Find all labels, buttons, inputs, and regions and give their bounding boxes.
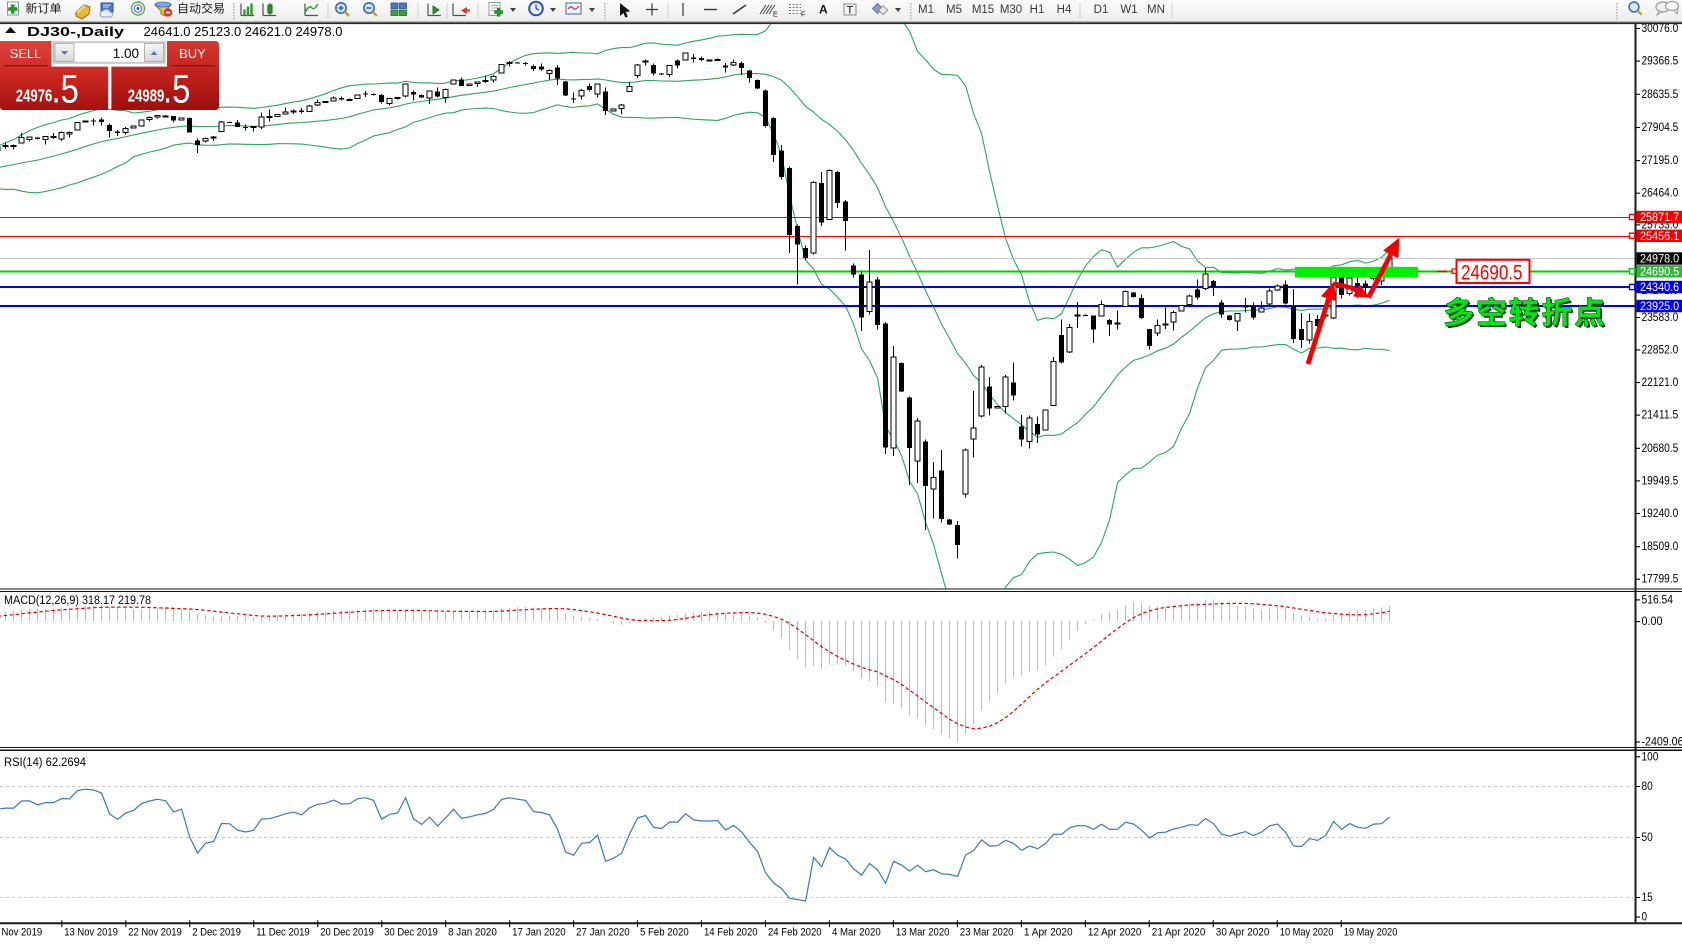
svg-text:15: 15 bbox=[1642, 892, 1653, 904]
svg-text:20680.5: 20680.5 bbox=[1642, 443, 1679, 455]
svg-text:29366.5: 29366.5 bbox=[1642, 56, 1679, 68]
svg-text:17799.5: 17799.5 bbox=[1642, 574, 1679, 586]
svg-text:T: T bbox=[847, 5, 854, 17]
svg-text:11 Dec 2019: 11 Dec 2019 bbox=[256, 927, 310, 939]
svg-text:50: 50 bbox=[1642, 832, 1653, 844]
svg-text:M5: M5 bbox=[946, 4, 962, 16]
svg-text:M30: M30 bbox=[1000, 4, 1022, 16]
svg-text:22852.0: 22852.0 bbox=[1642, 344, 1679, 356]
svg-text:10 May 2020: 10 May 2020 bbox=[1280, 927, 1334, 939]
svg-text:E: E bbox=[773, 12, 778, 19]
svg-text:24690.5: 24690.5 bbox=[1640, 266, 1679, 278]
svg-text:4 Nov 2019: 4 Nov 2019 bbox=[0, 927, 42, 939]
svg-text:23583.0: 23583.0 bbox=[1642, 312, 1679, 324]
svg-text:23 Mar 2020: 23 Mar 2020 bbox=[960, 927, 1014, 939]
svg-text:D1: D1 bbox=[1094, 4, 1109, 16]
svg-text:24 Feb 2020: 24 Feb 2020 bbox=[768, 927, 822, 939]
svg-text:19949.5: 19949.5 bbox=[1642, 475, 1679, 487]
svg-text:H1: H1 bbox=[1030, 4, 1045, 16]
svg-text:F: F bbox=[801, 12, 805, 19]
svg-text:516.54: 516.54 bbox=[1642, 594, 1674, 606]
svg-text:8 Jan 2020: 8 Jan 2020 bbox=[448, 927, 497, 939]
svg-text:RSI(14) 62.2694: RSI(14) 62.2694 bbox=[4, 757, 87, 769]
svg-text:21 Apr 2020: 21 Apr 2020 bbox=[1152, 927, 1206, 939]
svg-text:26464.0: 26464.0 bbox=[1642, 188, 1679, 200]
svg-text:24978.0: 24978.0 bbox=[1640, 254, 1679, 266]
svg-text:24989: 24989 bbox=[128, 87, 165, 106]
svg-text:25456.1: 25456.1 bbox=[1640, 231, 1679, 243]
svg-text:-2409.06: -2409.06 bbox=[1642, 737, 1682, 749]
svg-text:M1: M1 bbox=[918, 4, 934, 16]
svg-text:1.00: 1.00 bbox=[113, 46, 139, 61]
svg-text:13 Mar 2020: 13 Mar 2020 bbox=[896, 927, 950, 939]
svg-text:1 Apr 2020: 1 Apr 2020 bbox=[1024, 927, 1073, 939]
svg-text:SELL: SELL bbox=[10, 46, 42, 61]
svg-text:H4: H4 bbox=[1057, 4, 1072, 16]
svg-text:BUY: BUY bbox=[179, 46, 206, 61]
svg-text:.5: .5 bbox=[52, 66, 79, 111]
svg-text:21411.5: 21411.5 bbox=[1642, 410, 1679, 422]
svg-text:17 Jan 2020: 17 Jan 2020 bbox=[512, 927, 566, 939]
svg-text:28635.5: 28635.5 bbox=[1642, 89, 1679, 101]
svg-text:14 Feb 2020: 14 Feb 2020 bbox=[704, 927, 758, 939]
svg-text:19240.0: 19240.0 bbox=[1642, 508, 1679, 520]
svg-text:30076.0: 30076.0 bbox=[1642, 23, 1679, 35]
svg-text:27904.5: 27904.5 bbox=[1642, 122, 1679, 134]
svg-text:A: A bbox=[819, 3, 828, 17]
svg-text:2 Dec 2019: 2 Dec 2019 bbox=[192, 927, 241, 939]
svg-text:24641.0 25123.0 24621.0 24978.: 24641.0 25123.0 24621.0 24978.0 bbox=[144, 25, 343, 39]
svg-text:27 Jan 2020: 27 Jan 2020 bbox=[576, 927, 630, 939]
svg-text:13 Nov 2019: 13 Nov 2019 bbox=[64, 927, 118, 939]
svg-text:MACD(12,26,9) 318.17 219.78: MACD(12,26,9) 318.17 219.78 bbox=[4, 595, 151, 607]
svg-text:.5: .5 bbox=[163, 66, 190, 111]
svg-text:DJ30-,Daily: DJ30-,Daily bbox=[27, 24, 125, 39]
svg-text:0.00: 0.00 bbox=[1642, 616, 1663, 628]
svg-text:4 Mar 2020: 4 Mar 2020 bbox=[832, 927, 881, 939]
svg-text:M15: M15 bbox=[972, 4, 994, 16]
svg-text:80: 80 bbox=[1642, 781, 1653, 793]
svg-text:22 Nov 2019: 22 Nov 2019 bbox=[128, 927, 182, 939]
svg-text:30 Apr 2020: 30 Apr 2020 bbox=[1216, 927, 1270, 939]
svg-text:24340.6: 24340.6 bbox=[1640, 282, 1679, 294]
svg-text:25871.7: 25871.7 bbox=[1640, 212, 1679, 224]
svg-text:MN: MN bbox=[1147, 4, 1165, 16]
svg-text:22121.0: 22121.0 bbox=[1642, 377, 1679, 389]
svg-text:30 Dec 2019: 30 Dec 2019 bbox=[384, 927, 438, 939]
svg-text:100: 100 bbox=[1642, 751, 1659, 763]
svg-text:24690.5: 24690.5 bbox=[1461, 261, 1523, 285]
svg-text:5 Feb 2020: 5 Feb 2020 bbox=[640, 927, 689, 939]
svg-text:24976: 24976 bbox=[16, 87, 53, 106]
svg-text:23925.0: 23925.0 bbox=[1640, 301, 1679, 313]
svg-text:20 Dec 2019: 20 Dec 2019 bbox=[320, 927, 374, 939]
svg-text:12 Apr 2020: 12 Apr 2020 bbox=[1088, 927, 1142, 939]
svg-text:0: 0 bbox=[1642, 912, 1648, 924]
svg-text:19 May 2020: 19 May 2020 bbox=[1344, 927, 1398, 939]
svg-text:W1: W1 bbox=[1120, 4, 1137, 16]
svg-text:27195.0: 27195.0 bbox=[1642, 155, 1679, 167]
svg-text:18509.0: 18509.0 bbox=[1642, 541, 1679, 553]
